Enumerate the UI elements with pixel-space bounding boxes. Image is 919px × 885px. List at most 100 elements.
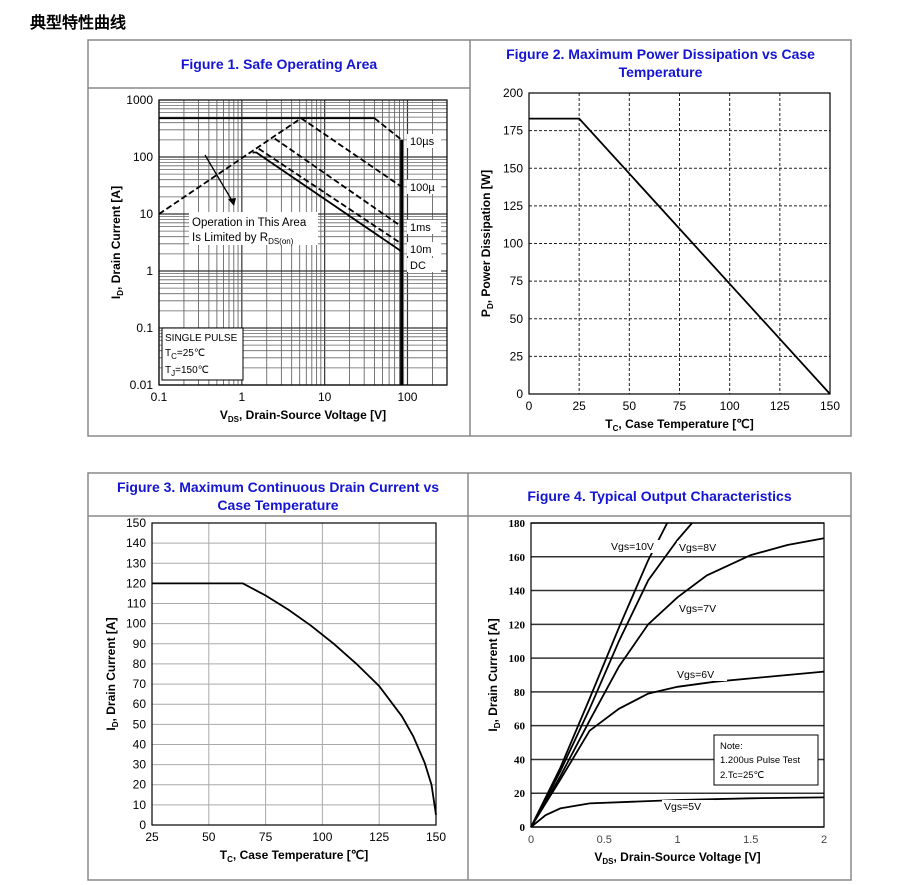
label-main: T <box>165 365 171 376</box>
series-label-bg <box>677 602 729 615</box>
gridlines <box>528 92 831 395</box>
figure-2-title: Figure 2. Maximum Power Dissipation vs C… <box>470 45 851 81</box>
figure-1-title-text: Figure 1. Safe Operating Area <box>180 56 378 72</box>
y-tick-label: 125 <box>503 199 523 213</box>
y-tick-label: 25 <box>510 349 524 363</box>
y-tick-label: 0 <box>139 818 146 832</box>
y-tick-label: 50 <box>510 312 524 326</box>
label-rest: =150℃ <box>175 365 209 376</box>
y-tick-label: 160 <box>509 552 526 564</box>
x-axis-label: TC, Case Temperature [℃] <box>605 417 753 433</box>
y-tick-label: 100 <box>133 150 153 164</box>
label-rest: , Drain-Source Voltage [V] <box>614 850 761 864</box>
series-line-vgs-7v <box>530 537 825 828</box>
x-tick-label: 0 <box>526 399 533 413</box>
plot-area-border <box>158 99 448 386</box>
y-tick-label: 100 <box>126 617 146 631</box>
label-subscript: D <box>116 290 125 296</box>
curve-label-bg <box>407 220 441 234</box>
y-tick-label: 100 <box>503 237 523 251</box>
label-subscript: C <box>171 352 177 361</box>
plot-area-border <box>530 522 825 828</box>
series-label: Vgs=5V <box>664 801 701 813</box>
curve-label-bg <box>407 242 441 256</box>
figure-2-chart: 0 25 50 75 100 125 150 0 25 50 75 100 125 150 175 200 TC… <box>479 86 840 433</box>
y-tick-label: 75 <box>510 274 524 288</box>
note-text: Note: <box>720 741 743 752</box>
x-tick-label: 150 <box>820 399 840 413</box>
series-line-100- <box>300 117 403 188</box>
label-main: V <box>594 850 602 864</box>
y-tick-label: 40 <box>133 737 147 751</box>
series-line-vgs-8v <box>530 522 693 828</box>
y-tick-label: 175 <box>503 124 523 138</box>
x-tick-label: 100 <box>312 830 332 844</box>
bottom-panel-frame <box>87 472 852 881</box>
conditions-text: TC=25℃ <box>165 348 205 361</box>
y-tick-label: 1000 <box>126 93 153 107</box>
series-label: Vgs=7V <box>679 603 716 615</box>
label-rest: , Power Dissipation [W] <box>479 170 493 303</box>
y-tick-label: 60 <box>514 721 526 733</box>
series-line-rds-on-limit <box>158 117 302 215</box>
x-axis-label: VDS, Drain-Source Voltage [V] <box>220 408 386 424</box>
curve-label: 10m <box>410 244 431 256</box>
label-rest: , Drain-Source Voltage [V] <box>239 408 386 422</box>
y-tick-label: 1 <box>146 264 153 278</box>
label-subscript: D <box>493 722 502 728</box>
curve-label: 1ms <box>410 222 431 234</box>
curve-label-bg <box>407 134 441 148</box>
figure-2-title-line: Figure 2. Maximum Power Dissipation vs C… <box>506 46 815 62</box>
curve-label: 100µ <box>410 182 435 194</box>
y-tick-label: 180 <box>509 518 526 530</box>
label-main: T <box>165 348 171 359</box>
label-main: V <box>220 408 228 422</box>
label-subscript: C <box>613 424 619 433</box>
x-tick-label: 25 <box>572 399 586 413</box>
series-line-vgs-5v <box>530 796 825 828</box>
x-tick-label: 50 <box>623 399 637 413</box>
arrow-line <box>204 154 235 205</box>
y-axis-label: ID, Drain Current [A] <box>486 618 502 731</box>
y-tick-label: 0 <box>520 822 526 834</box>
curve-label: DC <box>410 260 426 272</box>
note-text: 1.200us Pulse Test <box>720 755 800 766</box>
arrow-head-icon <box>228 198 236 206</box>
x-tick-label: 1.5 <box>743 834 758 846</box>
y-axis-label: ID, Drain Current [A] <box>109 186 125 299</box>
series-label: Vgs=6V <box>677 669 714 681</box>
series-line-10m <box>258 147 403 245</box>
conditions-box <box>161 327 244 381</box>
label-main: Is Limited by R <box>192 232 268 244</box>
x-tick-label: 50 <box>202 830 216 844</box>
label-main: T <box>605 417 613 431</box>
figure-4-title: Figure 4. Typical Output Characteristics <box>468 487 851 505</box>
y-tick-label: 30 <box>133 758 147 772</box>
x-tick-label: 150 <box>426 830 446 844</box>
note-text: 2.Tc=25℃ <box>720 770 765 781</box>
y-tick-label: 60 <box>133 697 147 711</box>
x-tick-label: 125 <box>369 830 389 844</box>
x-tick-label: 75 <box>259 830 273 844</box>
series-line-vgs-10v <box>530 522 669 828</box>
label-subscript: D <box>111 721 120 727</box>
series-label-bg <box>675 668 727 681</box>
y-tick-label: 10 <box>133 798 147 812</box>
label-subscript: DS(on) <box>268 237 294 246</box>
y-axis-label: PD, Power Dissipation [W] <box>479 170 495 317</box>
annotation-text: Operation in This Area <box>192 217 307 229</box>
conditions-text: SINGLE PULSE <box>165 333 238 344</box>
series-line-dc <box>252 151 403 253</box>
curve-label-bg <box>407 180 441 194</box>
x-tick-label: 1 <box>238 390 245 404</box>
figure-3-title-line: Case Temperature <box>217 497 339 513</box>
plot-area-border <box>151 522 437 826</box>
figure-2-title-line: Temperature <box>618 64 703 80</box>
label-subscript: J <box>171 369 175 378</box>
series-label: Vgs=10V <box>611 541 654 553</box>
y-tick-label: 10 <box>140 207 154 221</box>
x-tick-label: 0 <box>528 834 534 846</box>
y-tick-label: 90 <box>133 637 147 651</box>
gridlines <box>151 522 437 826</box>
